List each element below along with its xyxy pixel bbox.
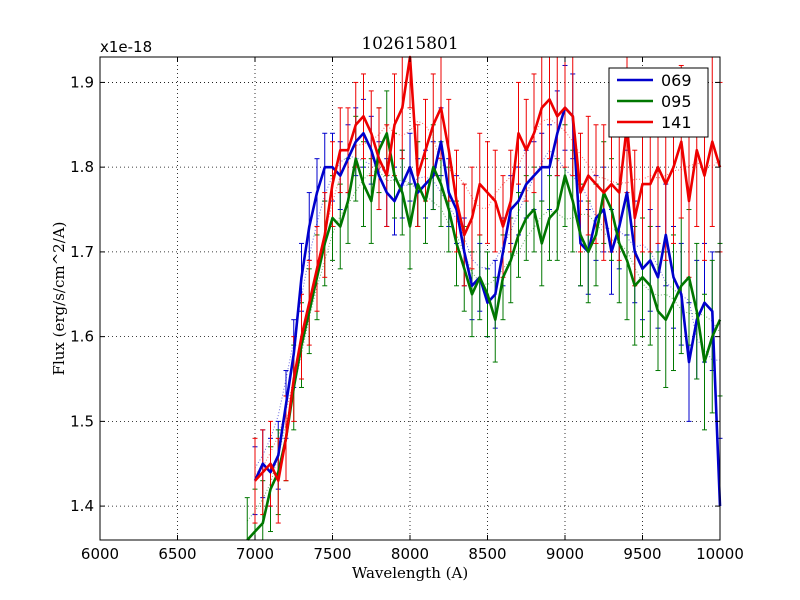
y-axis-label: Flux (erg/s/cm^2/A) [50, 222, 68, 376]
x-tick-label: 6500 [158, 545, 196, 563]
y-tick-label: 1.6 [70, 328, 94, 346]
y-tick-label: 1.9 [70, 73, 94, 91]
series-lines [246, 55, 722, 541]
x-tick-label: 7000 [236, 545, 274, 563]
legend-label-095: 095 [661, 92, 692, 111]
series-line-141 [254, 55, 722, 483]
axis-ticks: 6000 6500 7000 7500 8000 8500 9000 9500 10000 1.4… [70, 57, 744, 563]
legend-box [608, 67, 709, 138]
x-tick-label: 10000 [696, 545, 744, 563]
y-tick-label: 1.4 [70, 497, 94, 515]
y-tick-label: 1.7 [70, 243, 94, 261]
x-tick-label: 9000 [546, 545, 584, 563]
x-axis-label: Wavelength (A) [352, 564, 468, 582]
y-tick-label: 1.8 [70, 158, 94, 176]
x-tick-label: 8000 [391, 545, 429, 563]
x-tick-label: 8500 [468, 545, 506, 563]
axis-offset-label: x1e-18 [100, 38, 152, 56]
legend-label-141: 141 [661, 113, 692, 132]
chart-title: 102615801 [361, 34, 458, 54]
x-tick-label: 7500 [313, 545, 351, 563]
legend-label-069: 069 [661, 71, 692, 90]
error-bar-095 [244, 497, 250, 540]
x-tick-label: 9500 [623, 545, 661, 563]
series-line-069 [253, 106, 722, 507]
y-tick-label: 1.5 [70, 412, 94, 430]
series-line-095 [246, 132, 722, 541]
legend: 069 095 141 [608, 67, 709, 138]
x-tick-label: 6000 [81, 545, 119, 563]
